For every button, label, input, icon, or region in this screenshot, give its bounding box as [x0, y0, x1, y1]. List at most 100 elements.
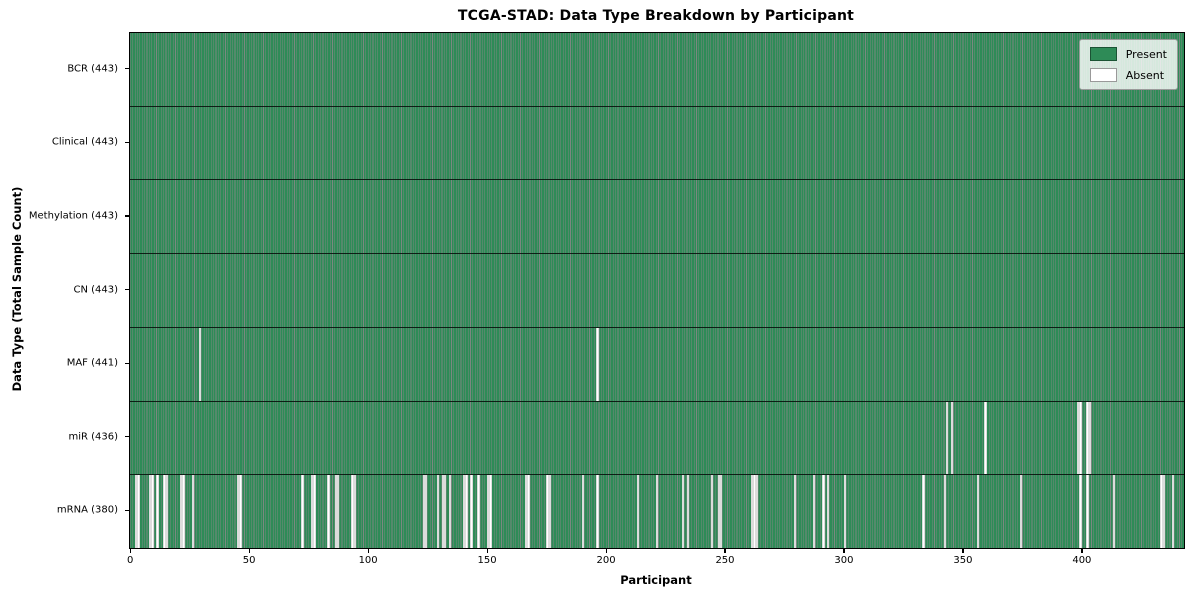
absent-stripe — [313, 475, 316, 549]
legend-item-present: Present — [1089, 47, 1167, 61]
absent-stripe — [812, 475, 816, 549]
absent-stripe — [793, 475, 797, 549]
plot-area: Present Absent — [129, 32, 1185, 549]
absent-stripe — [486, 475, 490, 549]
absent-stripe — [444, 475, 447, 549]
absent-stripe — [151, 475, 154, 549]
y-tick-mark — [124, 362, 129, 364]
x-tick-label: 350 — [953, 555, 973, 566]
absent-stripe — [310, 475, 314, 549]
absent-stripe — [134, 475, 138, 549]
x-tick-mark — [248, 548, 250, 553]
absent-stripe — [1079, 475, 1082, 549]
heatmap-row-cn — [130, 254, 1184, 328]
x-tick-mark — [1081, 548, 1083, 553]
x-tick-mark — [724, 548, 726, 553]
y-tick-label: Methylation (443) — [28, 210, 118, 222]
absent-stripe — [582, 475, 585, 549]
absent-stripe — [1112, 475, 1115, 549]
y-tick-label: Clinical (443) — [51, 136, 118, 148]
absent-stripe — [1172, 475, 1175, 549]
absent-stripe — [441, 475, 445, 549]
absent-stripe — [163, 475, 166, 549]
absent-stripe — [353, 475, 357, 549]
legend-item-absent: Absent — [1089, 68, 1167, 82]
absent-stripe — [334, 475, 337, 549]
absent-stripe — [843, 475, 847, 549]
x-tick-label: 150 — [477, 555, 497, 566]
x-tick-label: 200 — [596, 555, 616, 566]
x-axis: 0 50 100 150 200 250 300 350 400 — [127, 548, 1183, 574]
absent-stripe — [753, 475, 756, 549]
heatmap-row-mir — [130, 401, 1184, 476]
y-tick-mark — [124, 141, 129, 144]
absent-stripe — [984, 401, 987, 475]
y-tick-label: miR (436) — [68, 431, 118, 443]
absent-stripe — [977, 475, 980, 549]
absent-stripe — [1079, 401, 1082, 475]
absent-stripe — [351, 475, 354, 549]
absent-stripe — [710, 475, 713, 549]
absent-stripe — [750, 475, 754, 549]
y-tick-mark — [124, 509, 129, 511]
absent-stripe — [827, 475, 830, 549]
absent-stripe — [1162, 475, 1165, 549]
absent-stripe — [1086, 475, 1089, 549]
absent-stripe — [149, 475, 152, 549]
absent-stripe — [182, 475, 185, 549]
y-tick-label: BCR (443) — [67, 63, 118, 75]
absent-stripe — [720, 475, 723, 549]
absent-stripe — [950, 401, 954, 475]
x-tick-label: 400 — [1072, 555, 1092, 566]
absent-stripe — [1076, 401, 1080, 475]
absent-stripe — [686, 475, 690, 549]
absent-stripe — [596, 475, 599, 549]
heatmap-row-bcr — [130, 33, 1184, 107]
absent-stripe — [477, 475, 480, 549]
absent-stripe — [179, 475, 183, 549]
chart-title: TCGA-STAD: Data Type Breakdown by Partic… — [457, 8, 855, 24]
absent-stripe — [1160, 475, 1163, 549]
absent-stripe — [470, 475, 473, 549]
absent-stripe — [465, 475, 468, 549]
present-swatch-icon — [1089, 47, 1117, 61]
absent-stripe — [546, 475, 549, 549]
absent-stripe — [489, 475, 492, 549]
x-tick-mark — [486, 548, 488, 553]
x-tick-label: 50 — [242, 555, 256, 566]
absent-stripe — [165, 475, 169, 549]
x-tick-label: 250 — [715, 555, 735, 566]
heatmap-row-maf — [130, 327, 1184, 402]
y-tick-label: mRNA (380) — [56, 504, 118, 516]
absent-stripe — [436, 475, 440, 549]
heatmap-row-mrna — [130, 475, 1184, 549]
absent-stripe — [527, 475, 530, 549]
x-tick-label: 0 — [127, 555, 134, 566]
absent-stripe — [755, 475, 759, 549]
absent-stripe — [327, 475, 330, 549]
x-tick-mark — [843, 548, 845, 553]
absent-stripe — [237, 475, 240, 549]
absent-stripe — [636, 475, 640, 549]
x-tick-mark — [962, 548, 964, 553]
absent-swatch-icon — [1089, 68, 1117, 82]
y-tick-mark — [124, 215, 129, 217]
absent-stripe — [239, 475, 242, 549]
absent-stripe — [717, 475, 721, 549]
legend-present-label: Present — [1125, 47, 1167, 61]
absent-stripe — [198, 327, 202, 401]
heatmap-row-methylation — [130, 180, 1184, 255]
absent-stripe — [548, 475, 552, 549]
absent-stripe — [422, 475, 426, 549]
absent-stripe — [425, 475, 428, 549]
absent-stripe — [137, 475, 140, 549]
absent-stripe — [463, 475, 466, 549]
absent-stripe — [1086, 401, 1089, 475]
absent-stripe — [596, 327, 599, 401]
absent-stripe — [943, 475, 947, 549]
absent-stripe — [1088, 401, 1092, 475]
absent-stripe — [191, 475, 195, 549]
y-tick-mark — [124, 436, 129, 438]
legend: Present Absent — [1078, 39, 1178, 90]
x-tick-mark — [367, 548, 369, 553]
